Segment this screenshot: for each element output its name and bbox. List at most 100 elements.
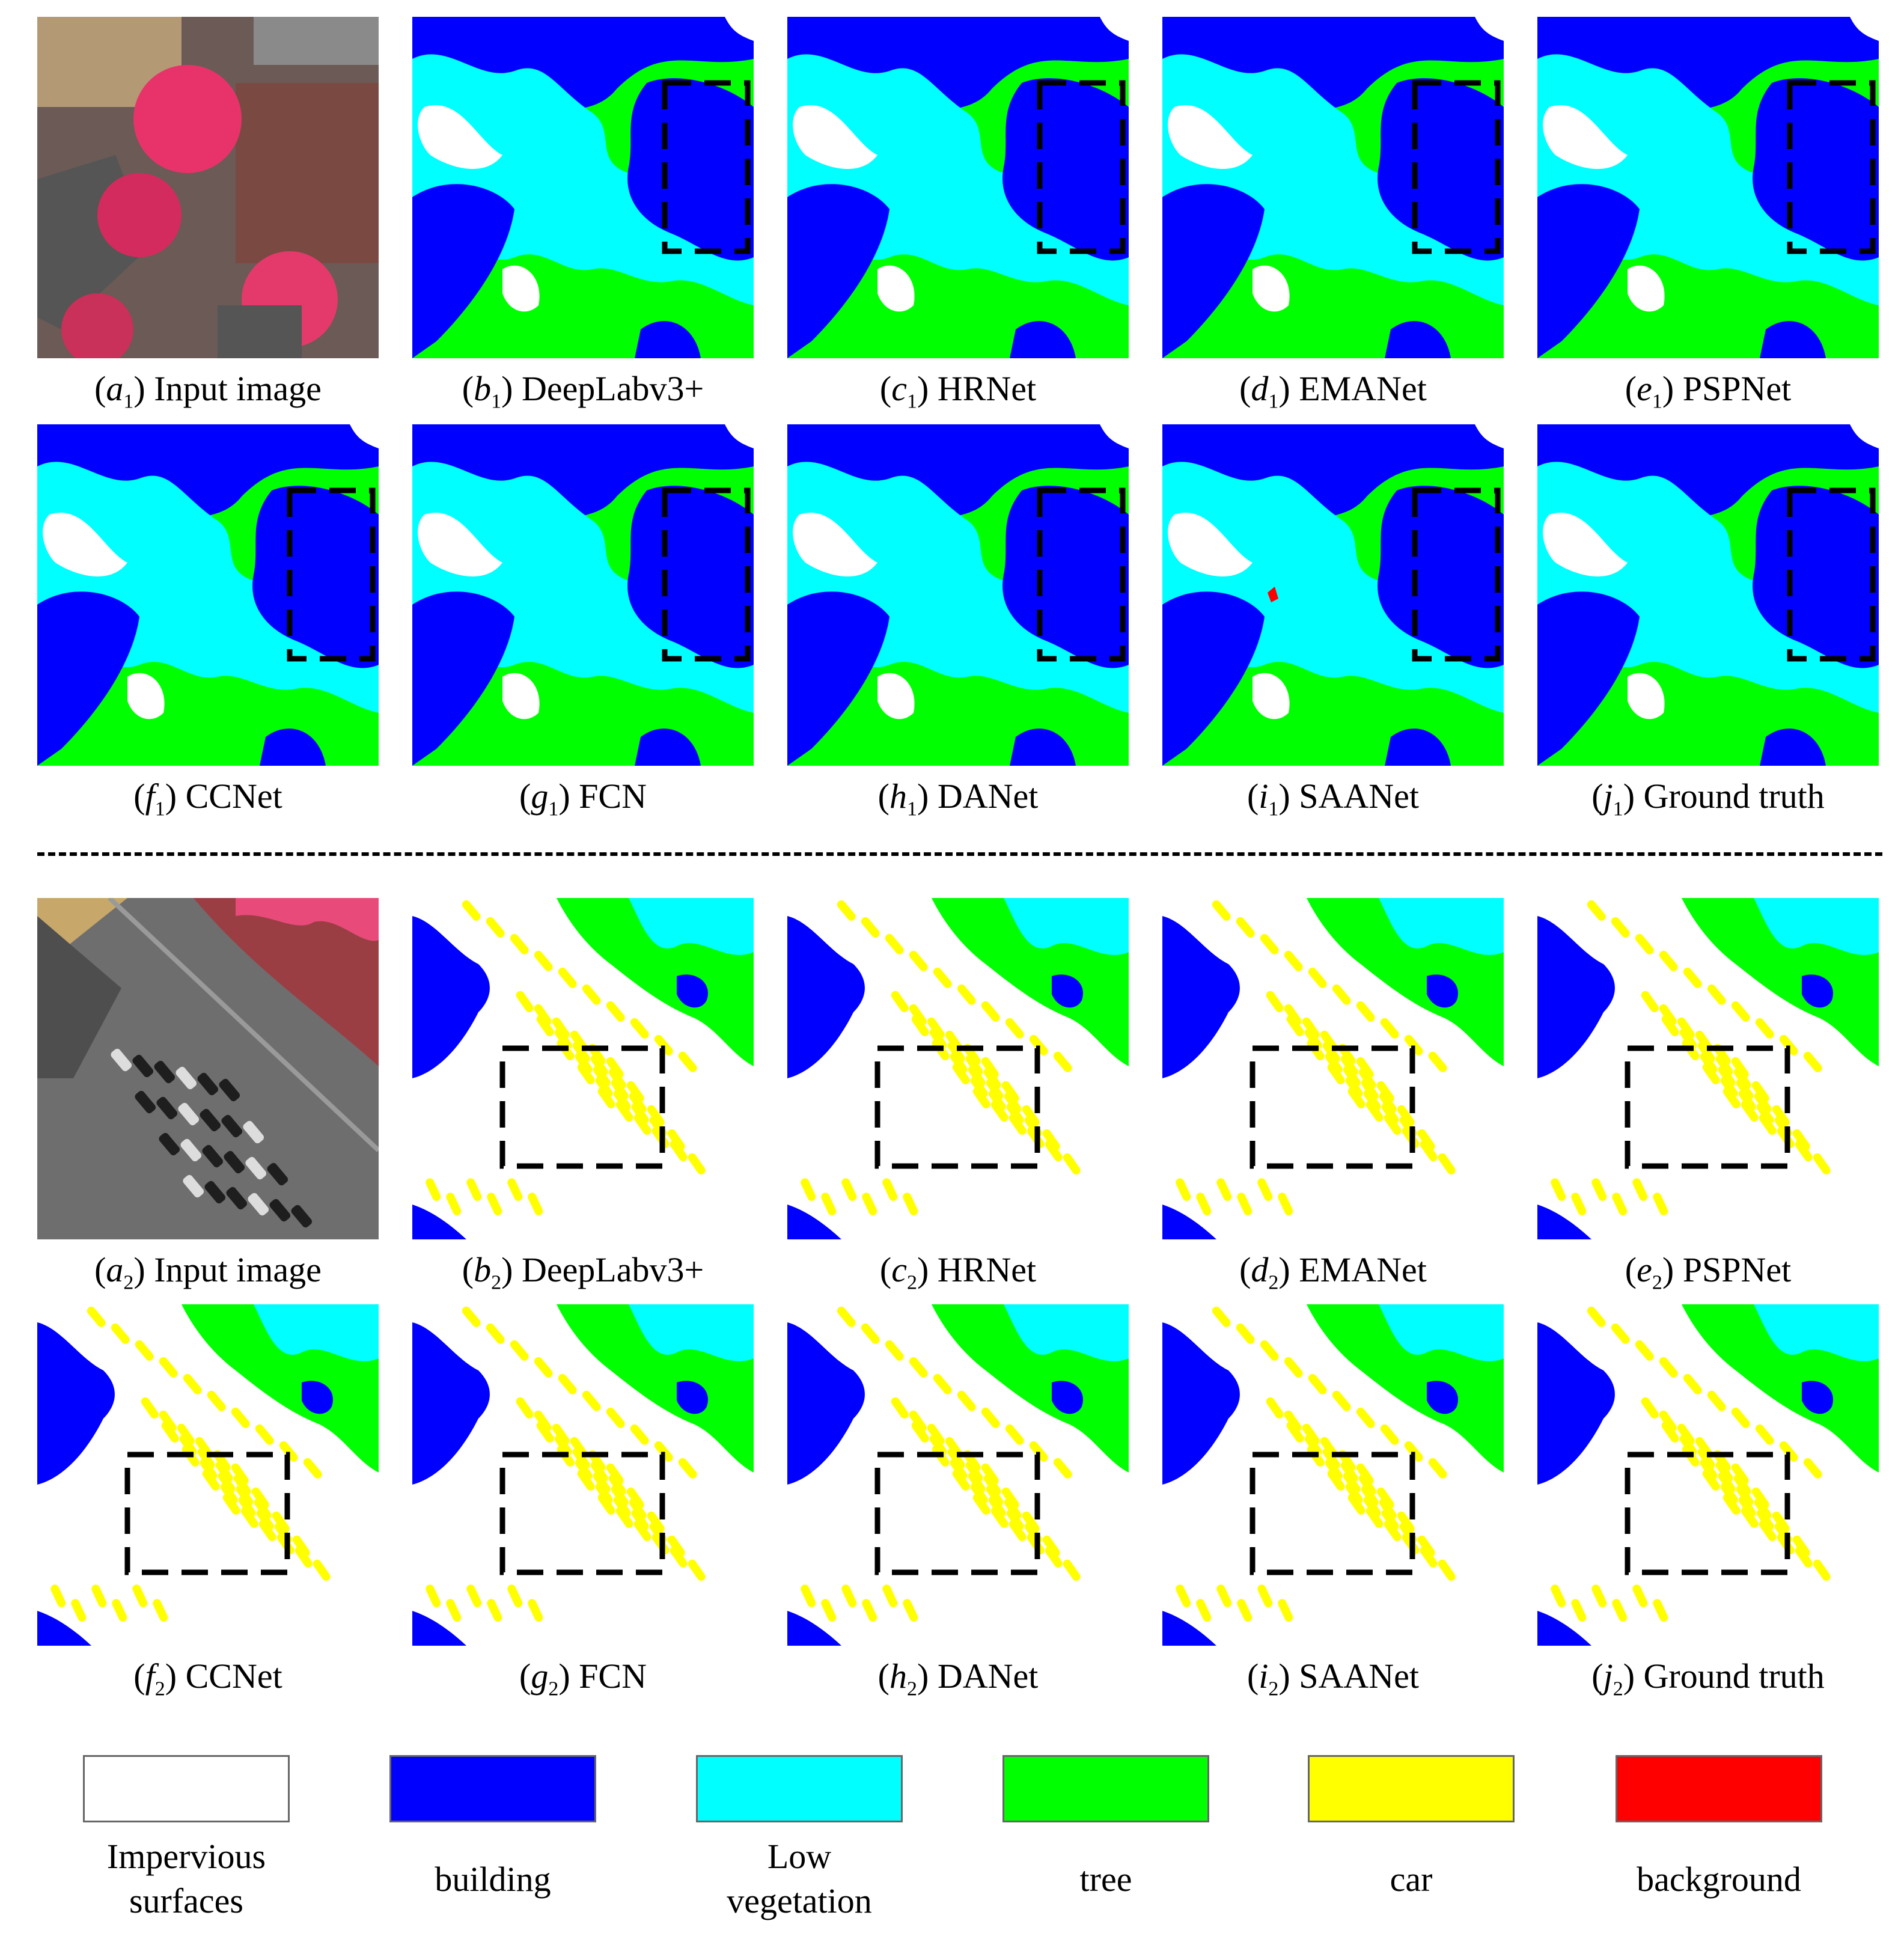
car-blob [1731, 1001, 1750, 1022]
caption-subscript: 1 [154, 798, 165, 820]
caption-method-name: FCN [579, 1657, 647, 1696]
segmentation-result-panel [37, 424, 379, 766]
car-blob [965, 1461, 983, 1483]
car-blob [952, 1469, 970, 1491]
car-blob [313, 1559, 331, 1581]
car-blob [821, 1599, 837, 1622]
car-blob [1700, 1458, 1718, 1480]
car-blob [988, 1495, 1006, 1518]
car-blob [1591, 1584, 1607, 1607]
car-blob [615, 1100, 633, 1122]
car-blob [1004, 1498, 1022, 1520]
panel-caption: (g1) FCN [519, 777, 647, 820]
car-blob [507, 1178, 523, 1201]
caption-subscript: 2 [906, 1271, 917, 1294]
car-blob [1053, 1458, 1072, 1479]
car-blob [611, 1485, 629, 1507]
highlight-box [1412, 487, 1501, 662]
panel-caption: (i1) SAANet [1246, 777, 1420, 820]
car-blob [1659, 1357, 1678, 1378]
caption-subscript: 1 [491, 390, 502, 413]
car-blob [1384, 1113, 1402, 1135]
segmentation-result-panel [1162, 1304, 1504, 1646]
caption-method-name: SAANet [1299, 1657, 1420, 1696]
car-blob [1397, 1511, 1415, 1533]
car-blob [1632, 1178, 1648, 1201]
panel-caption: (a2) Input image [94, 1250, 322, 1294]
car-blob [1029, 1034, 1048, 1055]
car-blob [202, 1469, 220, 1491]
car-blob [534, 1357, 553, 1378]
caption-letter: h [889, 777, 907, 816]
car-blob [1679, 1434, 1697, 1456]
car-blob [952, 1063, 970, 1085]
highlight-box [662, 80, 751, 254]
car-blob [1358, 1474, 1376, 1496]
car-blob [1591, 1178, 1607, 1201]
car-blob [87, 1306, 106, 1327]
car-blob [446, 1599, 462, 1622]
highlight-box [499, 1452, 665, 1575]
car-blob [947, 1447, 965, 1470]
car-blob [1635, 933, 1654, 954]
car-blob [633, 1113, 651, 1135]
caption-subscript: 2 [491, 1271, 502, 1294]
car-blob [891, 991, 909, 1013]
car-blob [968, 1065, 986, 1087]
car-blob [1356, 1057, 1374, 1079]
car-blob [1004, 1092, 1022, 1114]
car-blob [933, 1373, 952, 1394]
car-blob [1376, 1081, 1394, 1103]
caption-letter: a [106, 369, 124, 408]
highlight-box [1250, 1452, 1415, 1575]
car-blob [631, 1102, 649, 1125]
caption-letter: g [531, 777, 549, 816]
car-blob [647, 1105, 665, 1127]
car-blob [1718, 1471, 1736, 1494]
segmentation-result-panel [787, 17, 1129, 358]
caption-method-name: PSPNet [1682, 369, 1792, 408]
car-blob [558, 1373, 577, 1394]
car-blob [1697, 1041, 1715, 1063]
car-blob [1779, 1034, 1798, 1055]
car-blob [986, 1485, 1004, 1507]
car-blob [654, 1441, 673, 1462]
car-blob [159, 1357, 178, 1378]
car-blob [256, 1509, 274, 1531]
car-blob [1803, 1458, 1822, 1479]
legend-label: Low vegetation [727, 1837, 872, 1920]
car-blob [970, 1482, 988, 1504]
car-blob [536, 1015, 554, 1037]
car-blob [1361, 1485, 1379, 1507]
car-blob [1755, 1424, 1774, 1445]
car-blob [153, 1599, 168, 1622]
car-blob [1322, 1041, 1340, 1063]
car-blob [965, 1054, 983, 1076]
car-blob [1612, 1599, 1628, 1622]
legend-label: building [435, 1860, 551, 1899]
panel-caption: (j2) Ground truth [1591, 1657, 1825, 1700]
car-blob [1006, 1102, 1024, 1125]
car-blob [1008, 1113, 1027, 1135]
car-blob [516, 1397, 534, 1419]
caption-letter: e [1637, 369, 1652, 408]
car-blob [197, 1447, 215, 1470]
caption-method-name: SAANet [1299, 777, 1420, 816]
car-blob [1756, 1102, 1774, 1125]
panel-caption: (h1) DANet [877, 777, 1039, 820]
panel-caption: (g2) FCN [519, 1657, 647, 1700]
car-blob [1420, 1546, 1438, 1568]
caption-method-name: EMANet [1299, 369, 1427, 408]
caption-letter: a [106, 1250, 124, 1289]
legend-label: car [1390, 1860, 1433, 1899]
caption-letter: f [145, 777, 155, 816]
caption-letter: j [1603, 1657, 1613, 1696]
segmentation-result-panel [787, 1304, 1129, 1646]
highlight-box [662, 487, 751, 662]
car-blob [629, 1498, 647, 1520]
parked-car [245, 1156, 267, 1180]
car-blob [947, 1041, 965, 1063]
caption-method-name: DeepLabv3+ [521, 1250, 704, 1289]
car-blob [1343, 1065, 1361, 1087]
parked-car [132, 1054, 154, 1078]
